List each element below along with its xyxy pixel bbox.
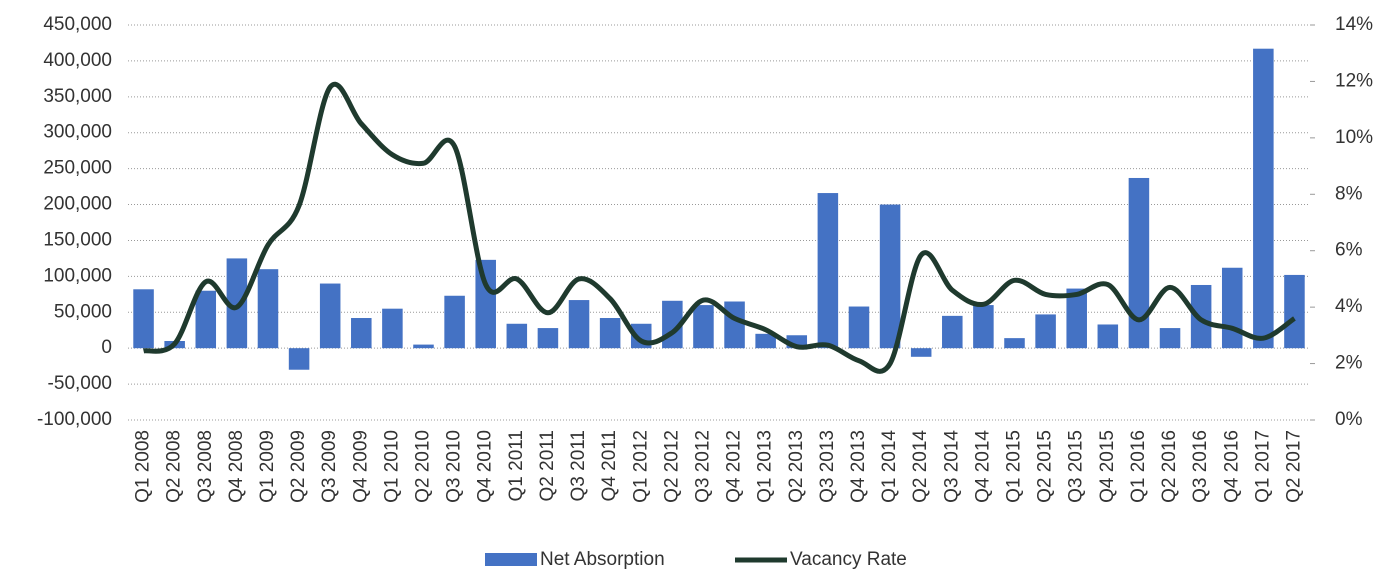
bar xyxy=(1097,324,1119,349)
y2-tick-label: 4% xyxy=(1335,296,1363,317)
x-tick-label: Q3 2011 xyxy=(568,430,589,501)
x-tick-label: Q4 2013 xyxy=(848,430,869,503)
y2-tick-label: 10% xyxy=(1335,127,1373,148)
x-tick-label: Q4 2012 xyxy=(724,430,745,503)
x-tick-label: Q4 2016 xyxy=(1221,430,1242,503)
legend-swatch xyxy=(485,553,537,566)
x-tick-label: Q4 2010 xyxy=(475,430,496,503)
bar xyxy=(817,193,839,349)
y-tick-label: 450,000 xyxy=(43,14,112,35)
bar xyxy=(537,328,559,349)
bar xyxy=(319,283,341,349)
y2-tick-label: 2% xyxy=(1335,353,1363,374)
bar xyxy=(382,308,403,349)
x-tick-label: Q4 2014 xyxy=(972,430,993,503)
x-tick-label: Q3 2010 xyxy=(444,430,465,503)
x-tick-label: Q2 2008 xyxy=(164,430,185,503)
x-tick-label: Q1 2016 xyxy=(1128,430,1149,503)
x-tick-label: Q1 2015 xyxy=(1004,430,1025,503)
x-tick-label: Q2 2012 xyxy=(661,430,682,503)
y-tick-label: -50,000 xyxy=(48,373,112,394)
x-tick-label: Q3 2015 xyxy=(1066,430,1087,503)
x-tick-label: Q2 2016 xyxy=(1159,430,1180,503)
y-tick-label: 350,000 xyxy=(43,86,112,107)
y2-tick-label: 8% xyxy=(1335,183,1363,204)
x-tick-label: Q1 2009 xyxy=(257,430,278,503)
bar xyxy=(1066,288,1087,349)
bar xyxy=(599,318,621,349)
bar xyxy=(755,333,776,349)
bar xyxy=(475,259,496,349)
x-tick-label: Q2 2015 xyxy=(1035,430,1056,503)
bar xyxy=(973,305,994,349)
bar xyxy=(351,318,372,349)
bar xyxy=(288,348,310,370)
legend-label: Net Absorption xyxy=(540,549,665,570)
bar xyxy=(1035,314,1056,349)
x-tick-label: Q1 2014 xyxy=(879,430,900,503)
bar xyxy=(693,305,714,349)
x-tick-label: Q4 2009 xyxy=(350,430,371,503)
bar xyxy=(1221,267,1243,349)
bar xyxy=(568,300,590,349)
bar xyxy=(444,295,465,349)
bar xyxy=(1004,338,1025,349)
bar xyxy=(1190,284,1212,349)
bar xyxy=(1284,274,1305,349)
x-tick-label: Q3 2009 xyxy=(319,430,340,503)
x-tick-label: Q3 2014 xyxy=(941,430,962,503)
y2-tick-label: 14% xyxy=(1335,14,1373,35)
bar xyxy=(724,301,745,349)
x-tick-label: Q4 2015 xyxy=(1097,430,1118,503)
y2-tick-label: 0% xyxy=(1335,409,1363,430)
y-tick-label: 100,000 xyxy=(43,265,112,286)
x-tick-label: Q2 2013 xyxy=(786,430,807,503)
line xyxy=(143,81,1296,374)
bar xyxy=(848,306,870,349)
x-tick-label: Q1 2013 xyxy=(755,430,776,503)
y-tick-label: 400,000 xyxy=(43,50,112,71)
y2-tick-label: 12% xyxy=(1335,70,1373,91)
y-tick-label: 0 xyxy=(101,337,112,358)
x-tick-label: Q2 2014 xyxy=(910,430,931,503)
y-tick-label: 50,000 xyxy=(54,301,112,322)
y-tick-label: 300,000 xyxy=(43,122,112,143)
bar xyxy=(1253,48,1274,349)
y2-tick-label: 6% xyxy=(1335,240,1363,261)
x-tick-label: Q3 2016 xyxy=(1190,430,1211,503)
bar xyxy=(257,269,279,349)
x-tick-label: Q2 2017 xyxy=(1283,430,1304,503)
y-tick-label: -100,000 xyxy=(37,409,112,430)
y-tick-label: 150,000 xyxy=(43,229,112,250)
x-tick-label: Q1 2010 xyxy=(381,430,402,503)
bar xyxy=(226,258,248,349)
bar xyxy=(879,204,901,349)
bar xyxy=(506,323,528,349)
y-tick-label: 250,000 xyxy=(43,158,112,179)
bar xyxy=(1128,177,1150,349)
x-tick-label: Q2 2009 xyxy=(288,430,309,503)
x-tick-label: Q3 2012 xyxy=(692,430,713,503)
bar xyxy=(942,315,963,349)
x-tick-label: Q2 2010 xyxy=(413,430,434,503)
x-tick-label: Q1 2011 xyxy=(506,430,527,501)
legend-label: Vacancy Rate xyxy=(790,549,907,570)
x-tick-label: Q3 2013 xyxy=(817,430,838,503)
x-tick-label: Q4 2011 xyxy=(599,430,620,501)
x-tick-label: Q1 2012 xyxy=(630,430,651,503)
x-tick-label: Q3 2008 xyxy=(195,430,216,503)
bar xyxy=(413,344,434,349)
x-tick-label: Q1 2017 xyxy=(1252,430,1273,503)
x-tick-label: Q2 2011 xyxy=(537,430,558,501)
bar xyxy=(195,290,217,349)
bar xyxy=(133,289,154,349)
bar xyxy=(1159,328,1181,349)
y-tick-label: 200,000 xyxy=(43,194,112,215)
x-tick-label: Q1 2008 xyxy=(133,430,154,503)
x-tick-label: Q4 2008 xyxy=(226,430,247,503)
bar xyxy=(910,348,932,357)
